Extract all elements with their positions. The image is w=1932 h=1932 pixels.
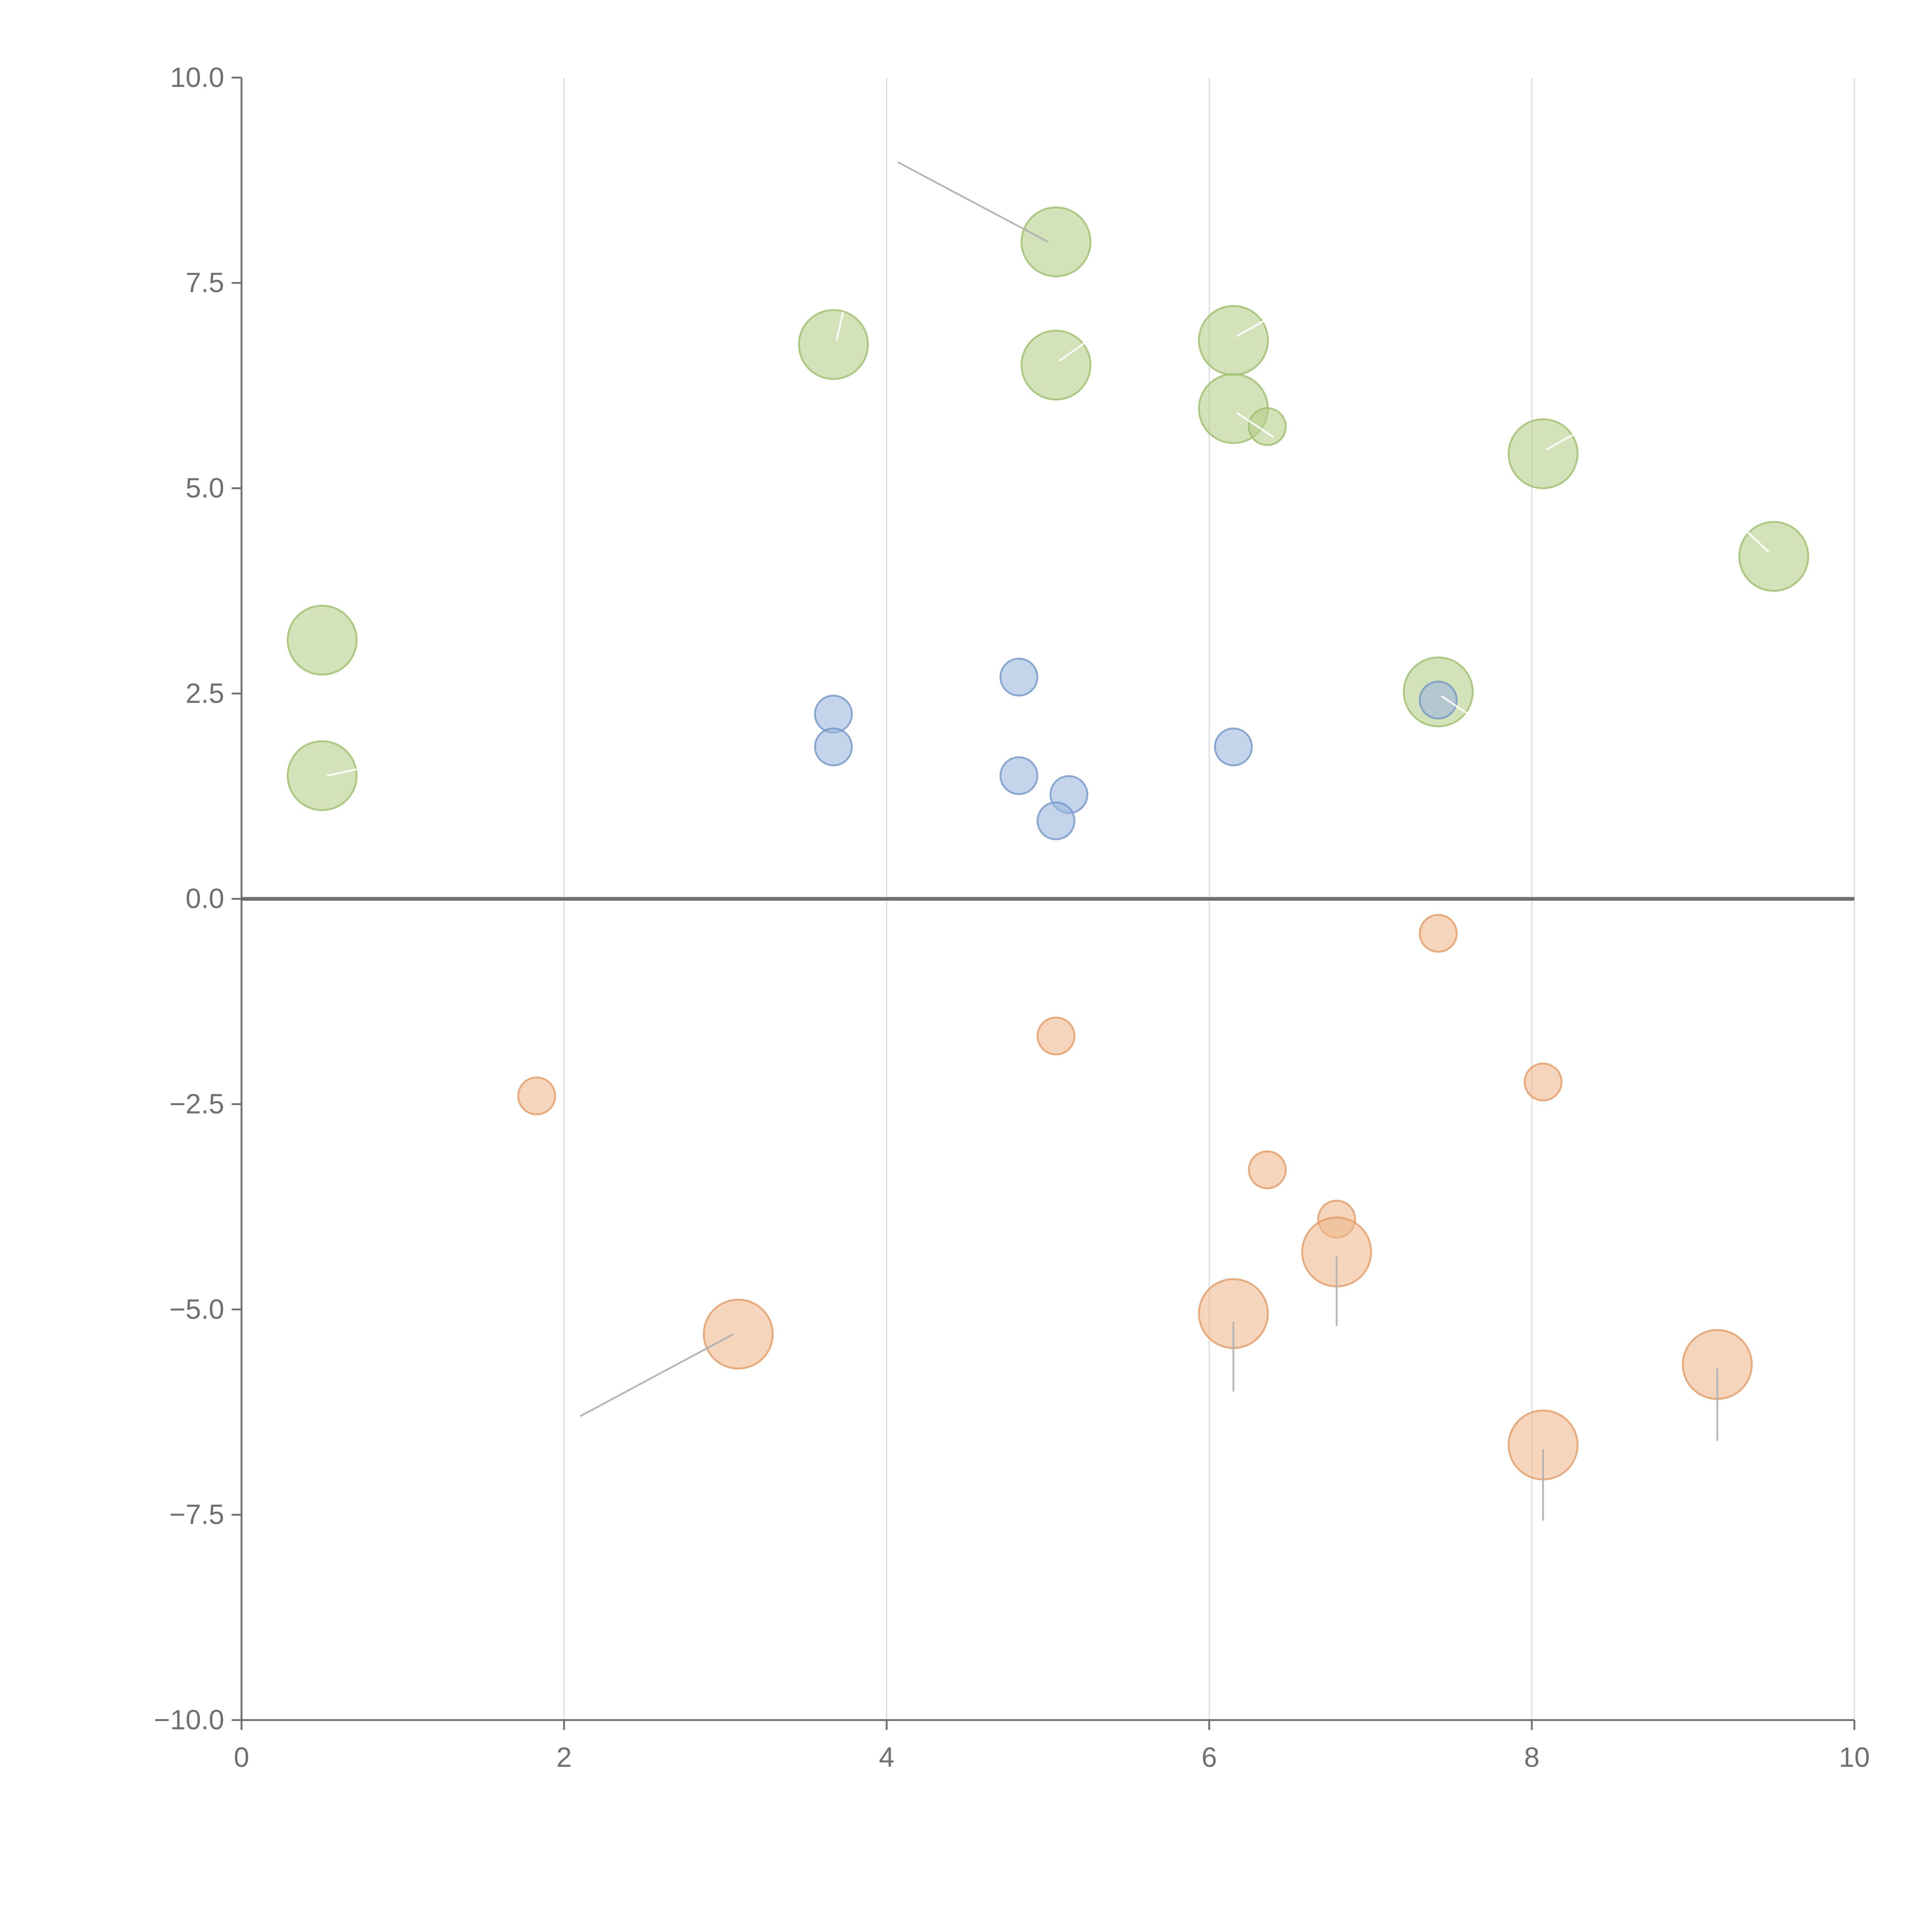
- y-tick-label: −10.0: [154, 1705, 224, 1736]
- blue-point-3: [999, 756, 1039, 795]
- blue-point-6: [1214, 727, 1253, 767]
- y-tick-label: −5.0: [169, 1294, 224, 1325]
- green-point-5: [1248, 407, 1287, 446]
- blue-point-5: [1036, 801, 1076, 840]
- y-tick-label: 10.0: [170, 62, 224, 93]
- marks-layer: [287, 206, 1810, 1481]
- leader-line-8: [1236, 319, 1266, 337]
- leader-line-9: [1236, 412, 1274, 438]
- x-tick-label: 8: [1524, 1742, 1539, 1773]
- leader-line-13: [1441, 695, 1471, 717]
- green-point-9: [287, 740, 358, 811]
- green-point-3: [1198, 305, 1269, 376]
- y-tick-label: −2.5: [169, 1089, 224, 1120]
- leader-line-7: [1058, 340, 1089, 362]
- y-tick-label: 2.5: [185, 678, 224, 709]
- y-tick-label: −7.5: [169, 1499, 224, 1530]
- ticks-layer: 10.0 7.5 5.0 2.5 0.0 −2.5 −5.0 −7.5 −10.0 0 2 4 6 8 10: [154, 62, 1870, 1773]
- orange-point-2: [517, 1077, 556, 1116]
- blue-point-7: [1418, 680, 1458, 720]
- green-point-6: [1507, 418, 1579, 489]
- orange-point-0: [1418, 914, 1458, 953]
- y-tick-label: 0.0: [185, 883, 224, 914]
- y-tick-label: 7.5: [185, 267, 224, 298]
- x-tick-label: 6: [1201, 1742, 1217, 1773]
- axes-layer: [240, 77, 1855, 1721]
- green-point-7: [1738, 521, 1810, 592]
- orange-point-3: [1524, 1062, 1563, 1102]
- orange-point-7: [702, 1298, 774, 1370]
- leader-layer: [327, 161, 1770, 1521]
- blue-point-0: [814, 694, 853, 734]
- blue-point-1: [814, 727, 853, 767]
- x-tick-label: 2: [556, 1742, 572, 1773]
- x-tick-label: 4: [879, 1742, 895, 1773]
- green-point-0: [1020, 206, 1092, 277]
- leader-line-12: [327, 768, 358, 777]
- blue-point-2: [999, 658, 1039, 697]
- leader-line-1: [580, 1333, 734, 1417]
- green-point-2: [1020, 330, 1092, 401]
- leader-line-10: [1546, 430, 1581, 451]
- leader-line-0: [897, 161, 1049, 243]
- orange-point-4: [1248, 1150, 1287, 1189]
- x-tick-label: 0: [234, 1742, 249, 1773]
- green-point-1: [798, 309, 869, 380]
- x-tick-label: 10: [1839, 1742, 1870, 1773]
- green-point-8: [287, 605, 358, 676]
- leader-line-6: [835, 311, 844, 341]
- y-tick-label: 5.0: [185, 473, 224, 504]
- leader-line-11: [1744, 529, 1770, 553]
- orange-point-1: [1036, 1016, 1076, 1056]
